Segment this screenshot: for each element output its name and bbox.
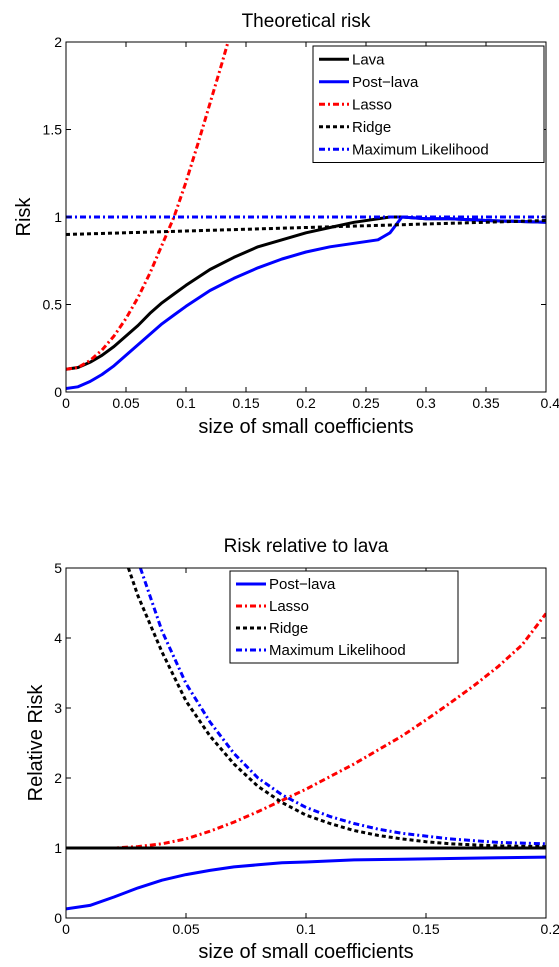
- y-axis-label: Relative Risk: [25, 684, 47, 802]
- x-tick-label: 0.05: [112, 395, 139, 411]
- x-tick-label: 0.35: [472, 395, 499, 411]
- x-tick-label: 0.3: [416, 395, 436, 411]
- x-tick-label: 0.1: [176, 395, 196, 411]
- legend-box: [312, 45, 545, 163]
- legend-box: [229, 570, 459, 664]
- ticks: 0 0.05 0.1 0.15 0.2 0.25 0.3 0.35 0.4 0 0.5 1 1.5 2: [43, 34, 559, 411]
- ticks: 0 0.05 0.1 0.15 0.2 0 1 2 3 4 5: [54, 560, 559, 937]
- legend: Post−lava Lasso Ridge Maximum Likelihood: [229, 570, 459, 664]
- x-tick-label: 0.4: [541, 395, 559, 411]
- legend-entry: Post−lava: [269, 576, 336, 593]
- axes-box: [65, 567, 547, 919]
- legend-entry: Maximum Likelihood: [352, 141, 489, 158]
- series-lines: [66, 568, 546, 911]
- x-tick-label: 0: [62, 395, 70, 411]
- legend-entry: Lasso: [352, 96, 392, 113]
- axes-box: [65, 41, 547, 393]
- y-tick-label: 2: [54, 770, 62, 786]
- x-tick-label: 0.1: [296, 921, 316, 937]
- x-tick-label: 0.25: [352, 395, 379, 411]
- series-line-2: [126, 568, 546, 849]
- y-tick-label: 2: [54, 34, 62, 50]
- chart-title: Risk relative to lava: [224, 536, 389, 557]
- legend-entry: Lasso: [269, 598, 309, 615]
- x-tick-label: 0.2: [296, 395, 316, 411]
- x-axis-label: size of small coefficients: [198, 941, 413, 963]
- y-tick-label: 1: [54, 840, 62, 856]
- legend-entry: Ridge: [269, 620, 308, 637]
- y-tick-label: 0: [54, 910, 62, 926]
- y-tick-label: 0.5: [43, 297, 63, 313]
- y-tick-label: 5: [54, 560, 62, 576]
- legend-entry: Post−lava: [352, 74, 419, 91]
- y-tick-label: 1: [54, 209, 62, 225]
- legend-entry: Lava: [352, 51, 385, 68]
- x-tick-label: 0.2: [541, 921, 559, 937]
- series-line-3: [138, 568, 546, 846]
- y-tick-label: 0: [54, 384, 62, 400]
- x-tick-label: 0.05: [172, 921, 199, 937]
- legend: Lava Post−lava Lasso Ridge Maximum Likelihoo…: [312, 45, 545, 163]
- y-tick-label: 1.5: [43, 122, 63, 138]
- y-tick-label: 3: [54, 700, 62, 716]
- theoretical-risk-chart: Theoretical risk 0 0.05 0.1 0.15 0.2 0.25 0.3 0…: [13, 11, 559, 438]
- legend-entry: Ridge: [352, 119, 391, 136]
- series-line-0: [66, 855, 546, 911]
- x-axis-label: size of small coefficients: [198, 416, 413, 438]
- x-tick-label: 0: [62, 921, 70, 937]
- series-lines: [66, 42, 546, 390]
- x-tick-label: 0.15: [232, 395, 259, 411]
- y-tick-label: 4: [54, 630, 62, 646]
- y-axis-label: Risk: [13, 197, 35, 237]
- legend-entry: Maximum Likelihood: [269, 642, 406, 659]
- relative-risk-chart: Risk relative to lava 0 0.05 0.1 0.15 0.2 0 1 2…: [25, 536, 559, 963]
- series-line-3: [66, 219, 546, 236]
- series-line-1: [66, 215, 546, 390]
- chart-title: Theoretical risk: [242, 11, 371, 32]
- series-line-2: [66, 42, 230, 371]
- x-tick-label: 0.15: [412, 921, 439, 937]
- series-line-1: [66, 612, 546, 850]
